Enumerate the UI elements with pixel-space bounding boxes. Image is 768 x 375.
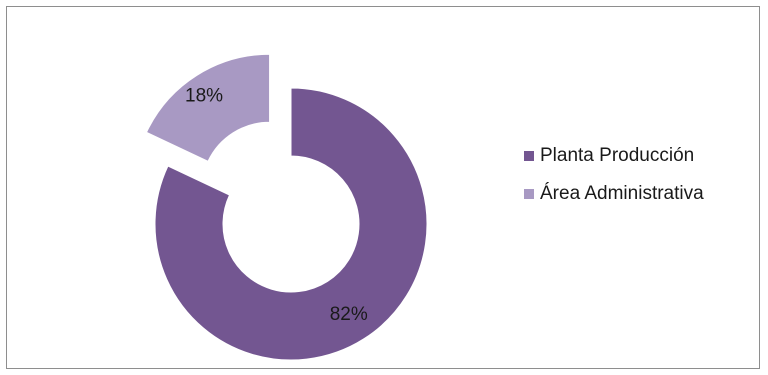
legend-item-area-administrativa: Área Administrativa xyxy=(524,182,704,206)
slice-label-planta-produccion: 82% xyxy=(330,304,368,325)
legend-swatch-area-administrativa xyxy=(524,189,534,199)
legend-label-area-administrativa: Área Administrativa xyxy=(540,183,704,204)
slice-label-area-administrativa: 18% xyxy=(185,86,223,107)
slice-area-administrativa xyxy=(145,53,271,162)
legend: Planta Producción Área Administrativa xyxy=(524,144,704,220)
slice-planta-produccion xyxy=(154,87,428,361)
legend-item-planta-produccion: Planta Producción xyxy=(524,144,704,168)
legend-label-planta-produccion: Planta Producción xyxy=(540,145,695,166)
legend-swatch-planta-produccion xyxy=(524,151,534,161)
